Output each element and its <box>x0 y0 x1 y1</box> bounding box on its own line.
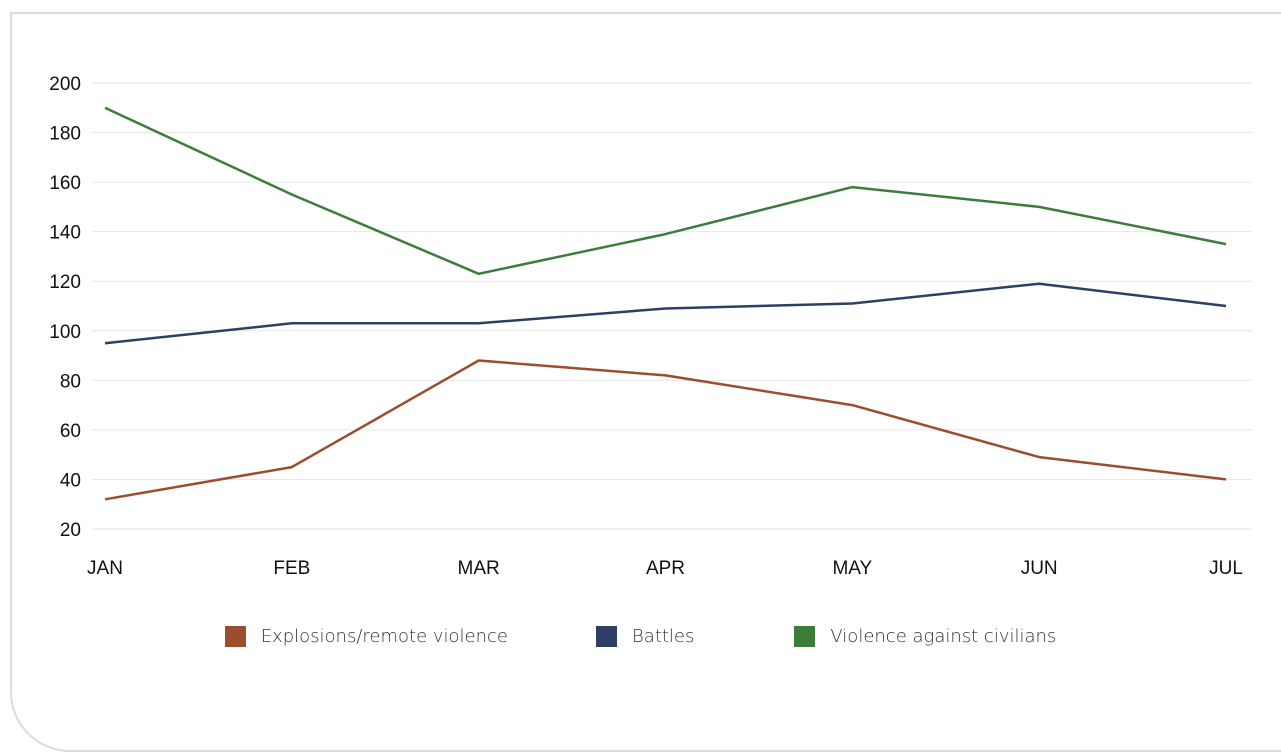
x-tick-label: JUN <box>1021 558 1058 579</box>
x-tick-label: MAR <box>458 558 500 579</box>
series-lines <box>104 106 1227 501</box>
x-tick-label: JUL <box>1209 558 1243 579</box>
gridlines <box>92 82 1252 530</box>
y-tick-label: 120 <box>49 272 81 293</box>
y-tick-label: 20 <box>60 520 81 541</box>
legend-label-explosions: Explosions/remote violence <box>260 626 508 647</box>
y-tick-label: 100 <box>49 322 81 343</box>
legend-swatch-battles <box>596 626 617 647</box>
y-tick-label: 200 <box>49 74 81 95</box>
line-chart: 20 40 60 80 100 120 140 160 180 200 JAN FEB MAR APR M… <box>49 74 1252 579</box>
x-tick-label: FEB <box>273 558 310 579</box>
chart-card <box>10 12 1281 752</box>
series-line-0[interactable] <box>104 359 1227 501</box>
series-line-2[interactable] <box>104 106 1227 276</box>
legend-swatch-explosions <box>224 626 246 647</box>
y-axis-ticks: 20 40 60 80 100 120 140 160 180 200 <box>49 74 81 541</box>
y-tick-label: 140 <box>49 223 81 244</box>
legend-item-battles[interactable]: Battles <box>596 626 694 647</box>
y-tick-label: 40 <box>60 470 81 491</box>
legend-swatch-violence-civilians <box>794 626 816 647</box>
x-tick-label: MAY <box>832 558 872 579</box>
series-line-1[interactable] <box>104 282 1227 345</box>
x-axis-ticks: JAN FEB MAR APR MAY JUN JUL <box>87 558 1243 579</box>
x-tick-label: APR <box>646 558 685 579</box>
y-tick-label: 160 <box>49 173 81 194</box>
y-tick-label: 180 <box>49 124 81 145</box>
legend: Explosions/remote violence Battles Viole… <box>0 626 1281 647</box>
legend-item-explosions[interactable]: Explosions/remote violence <box>224 626 508 647</box>
legend-item-violence-civilians[interactable]: Violence against civilians <box>794 626 1056 647</box>
x-tick-label: JAN <box>87 558 123 579</box>
legend-label-battles: Battles <box>632 626 695 647</box>
legend-label-violence-civilians: Violence against civilians <box>830 626 1057 647</box>
y-tick-label: 60 <box>60 421 81 442</box>
y-tick-label: 80 <box>60 371 81 392</box>
